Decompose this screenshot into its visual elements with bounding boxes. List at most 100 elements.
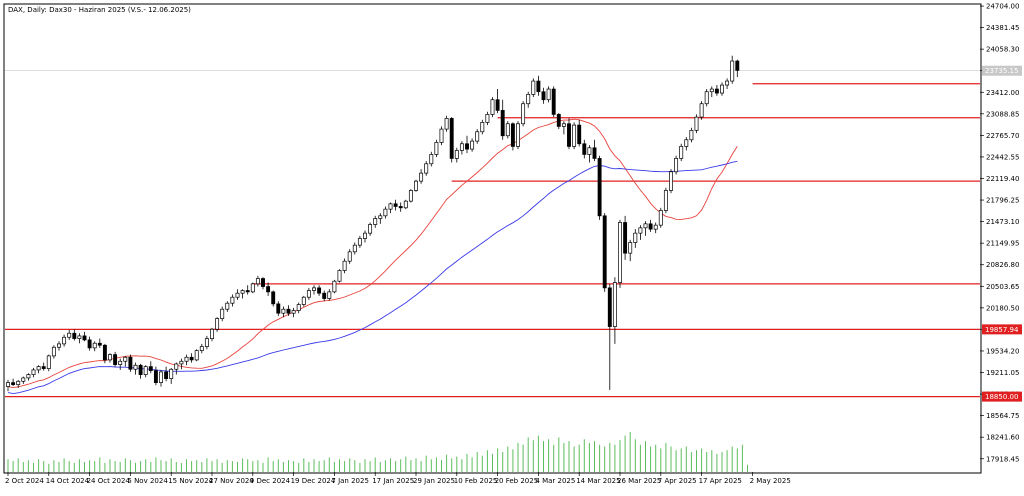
candle bbox=[164, 366, 169, 382]
candle-body-up bbox=[414, 180, 418, 191]
candle bbox=[403, 199, 408, 210]
candle bbox=[51, 345, 56, 359]
candle bbox=[470, 138, 475, 152]
candle-body-down bbox=[261, 278, 265, 287]
candle bbox=[612, 277, 617, 344]
candle bbox=[113, 351, 118, 367]
price-axis: 24704.00 24381.45 24058.30 23735.15 23412.00… bbox=[980, 3, 1022, 463]
candle bbox=[475, 129, 480, 144]
candle bbox=[419, 169, 424, 184]
candle bbox=[235, 289, 240, 300]
candle bbox=[643, 221, 648, 236]
candle-body-up bbox=[587, 147, 592, 155]
candle bbox=[531, 78, 536, 98]
candle bbox=[317, 285, 322, 296]
candle-body-up bbox=[633, 232, 638, 243]
candle-body-up bbox=[444, 118, 449, 130]
candle-body-up bbox=[526, 94, 531, 105]
candle bbox=[480, 119, 485, 135]
candle-body-up bbox=[485, 114, 490, 123]
x-tick-label: 14 Mar 2025 bbox=[576, 477, 620, 485]
candle bbox=[77, 333, 82, 344]
candle-body-down bbox=[276, 303, 281, 314]
candle-body-up bbox=[419, 172, 424, 182]
candle-body-down bbox=[317, 287, 322, 294]
candle-body-up bbox=[730, 60, 735, 82]
candle bbox=[424, 161, 429, 176]
candle-body-down bbox=[567, 123, 571, 147]
candle-body-down bbox=[602, 215, 607, 289]
candle-body-down bbox=[735, 60, 740, 71]
candle bbox=[179, 358, 184, 370]
candle-body-up bbox=[531, 80, 536, 95]
x-tick-label: 24 Oct 2024 bbox=[87, 477, 131, 485]
candle bbox=[62, 334, 67, 347]
candle bbox=[347, 249, 352, 264]
candle bbox=[709, 86, 714, 98]
candle bbox=[312, 285, 316, 295]
candle bbox=[378, 213, 383, 224]
candle bbox=[332, 279, 337, 294]
candle-body-down bbox=[393, 203, 398, 207]
candle-body-up bbox=[643, 223, 648, 229]
candle-body-down bbox=[271, 291, 276, 305]
candle bbox=[592, 139, 597, 162]
candle-body-up bbox=[255, 278, 260, 285]
candle bbox=[679, 143, 684, 162]
x-tick-label: 2 Oct 2024 bbox=[5, 477, 44, 485]
candle-body-down bbox=[556, 114, 561, 127]
candle bbox=[87, 336, 92, 351]
candle-body-up bbox=[57, 343, 61, 348]
x-tick-label: 27 Nov 2024 bbox=[209, 477, 254, 485]
candle-body-down bbox=[189, 356, 194, 361]
candle-body-up bbox=[46, 355, 51, 369]
candle-body-up bbox=[663, 190, 668, 211]
candle bbox=[699, 101, 704, 120]
candle bbox=[714, 85, 719, 96]
candle-body-up bbox=[143, 366, 148, 375]
candle-body-down bbox=[398, 206, 403, 209]
candle-body-up bbox=[199, 346, 204, 351]
candle bbox=[674, 155, 679, 175]
candle-body-down bbox=[495, 99, 500, 111]
x-tick-label: 4 Mar 2025 bbox=[535, 477, 575, 485]
chart-title: DAX, Daily: Dax30 - Haziran 2025 (V.S.- … bbox=[8, 6, 191, 14]
candle bbox=[648, 219, 653, 232]
candle-body-up bbox=[342, 260, 347, 271]
x-tick-label: 20 Feb 2025 bbox=[495, 477, 539, 485]
y-tick-label: 23088.85 bbox=[986, 110, 1019, 118]
candle-body-up bbox=[516, 123, 520, 147]
y-tick-label: 22765.70 bbox=[986, 132, 1019, 140]
x-tick-label: 7 Apr 2025 bbox=[658, 477, 697, 485]
candle-body-up bbox=[669, 171, 673, 191]
candle-body-up bbox=[62, 336, 67, 345]
candle-body-up bbox=[281, 308, 286, 314]
candle-body-up bbox=[77, 335, 82, 339]
candle bbox=[546, 86, 551, 103]
candle bbox=[21, 376, 26, 384]
candle bbox=[261, 277, 265, 290]
candle-body-up bbox=[424, 163, 429, 174]
candle-body-up bbox=[480, 122, 485, 133]
candle-body-up bbox=[210, 328, 214, 339]
candle-body-up bbox=[704, 91, 709, 105]
candle-body-up bbox=[561, 123, 566, 127]
candle-body-up bbox=[720, 84, 724, 94]
candle bbox=[286, 305, 291, 316]
candle bbox=[92, 341, 97, 352]
candle bbox=[658, 207, 663, 228]
candle bbox=[704, 89, 709, 107]
candle-body-up bbox=[689, 130, 694, 141]
candle-body-up bbox=[92, 342, 97, 349]
candle bbox=[46, 354, 51, 372]
x-tick-label: 19 Dec 2024 bbox=[291, 477, 336, 485]
y-tick-label: 20826.80 bbox=[986, 261, 1019, 269]
candle bbox=[82, 331, 87, 342]
candle-body-down bbox=[266, 286, 271, 293]
current-price-badge bbox=[982, 65, 1022, 76]
candle-body-down bbox=[577, 124, 582, 145]
candle bbox=[184, 354, 189, 366]
candle-body-down bbox=[322, 292, 327, 299]
candle-body-up bbox=[174, 363, 179, 370]
